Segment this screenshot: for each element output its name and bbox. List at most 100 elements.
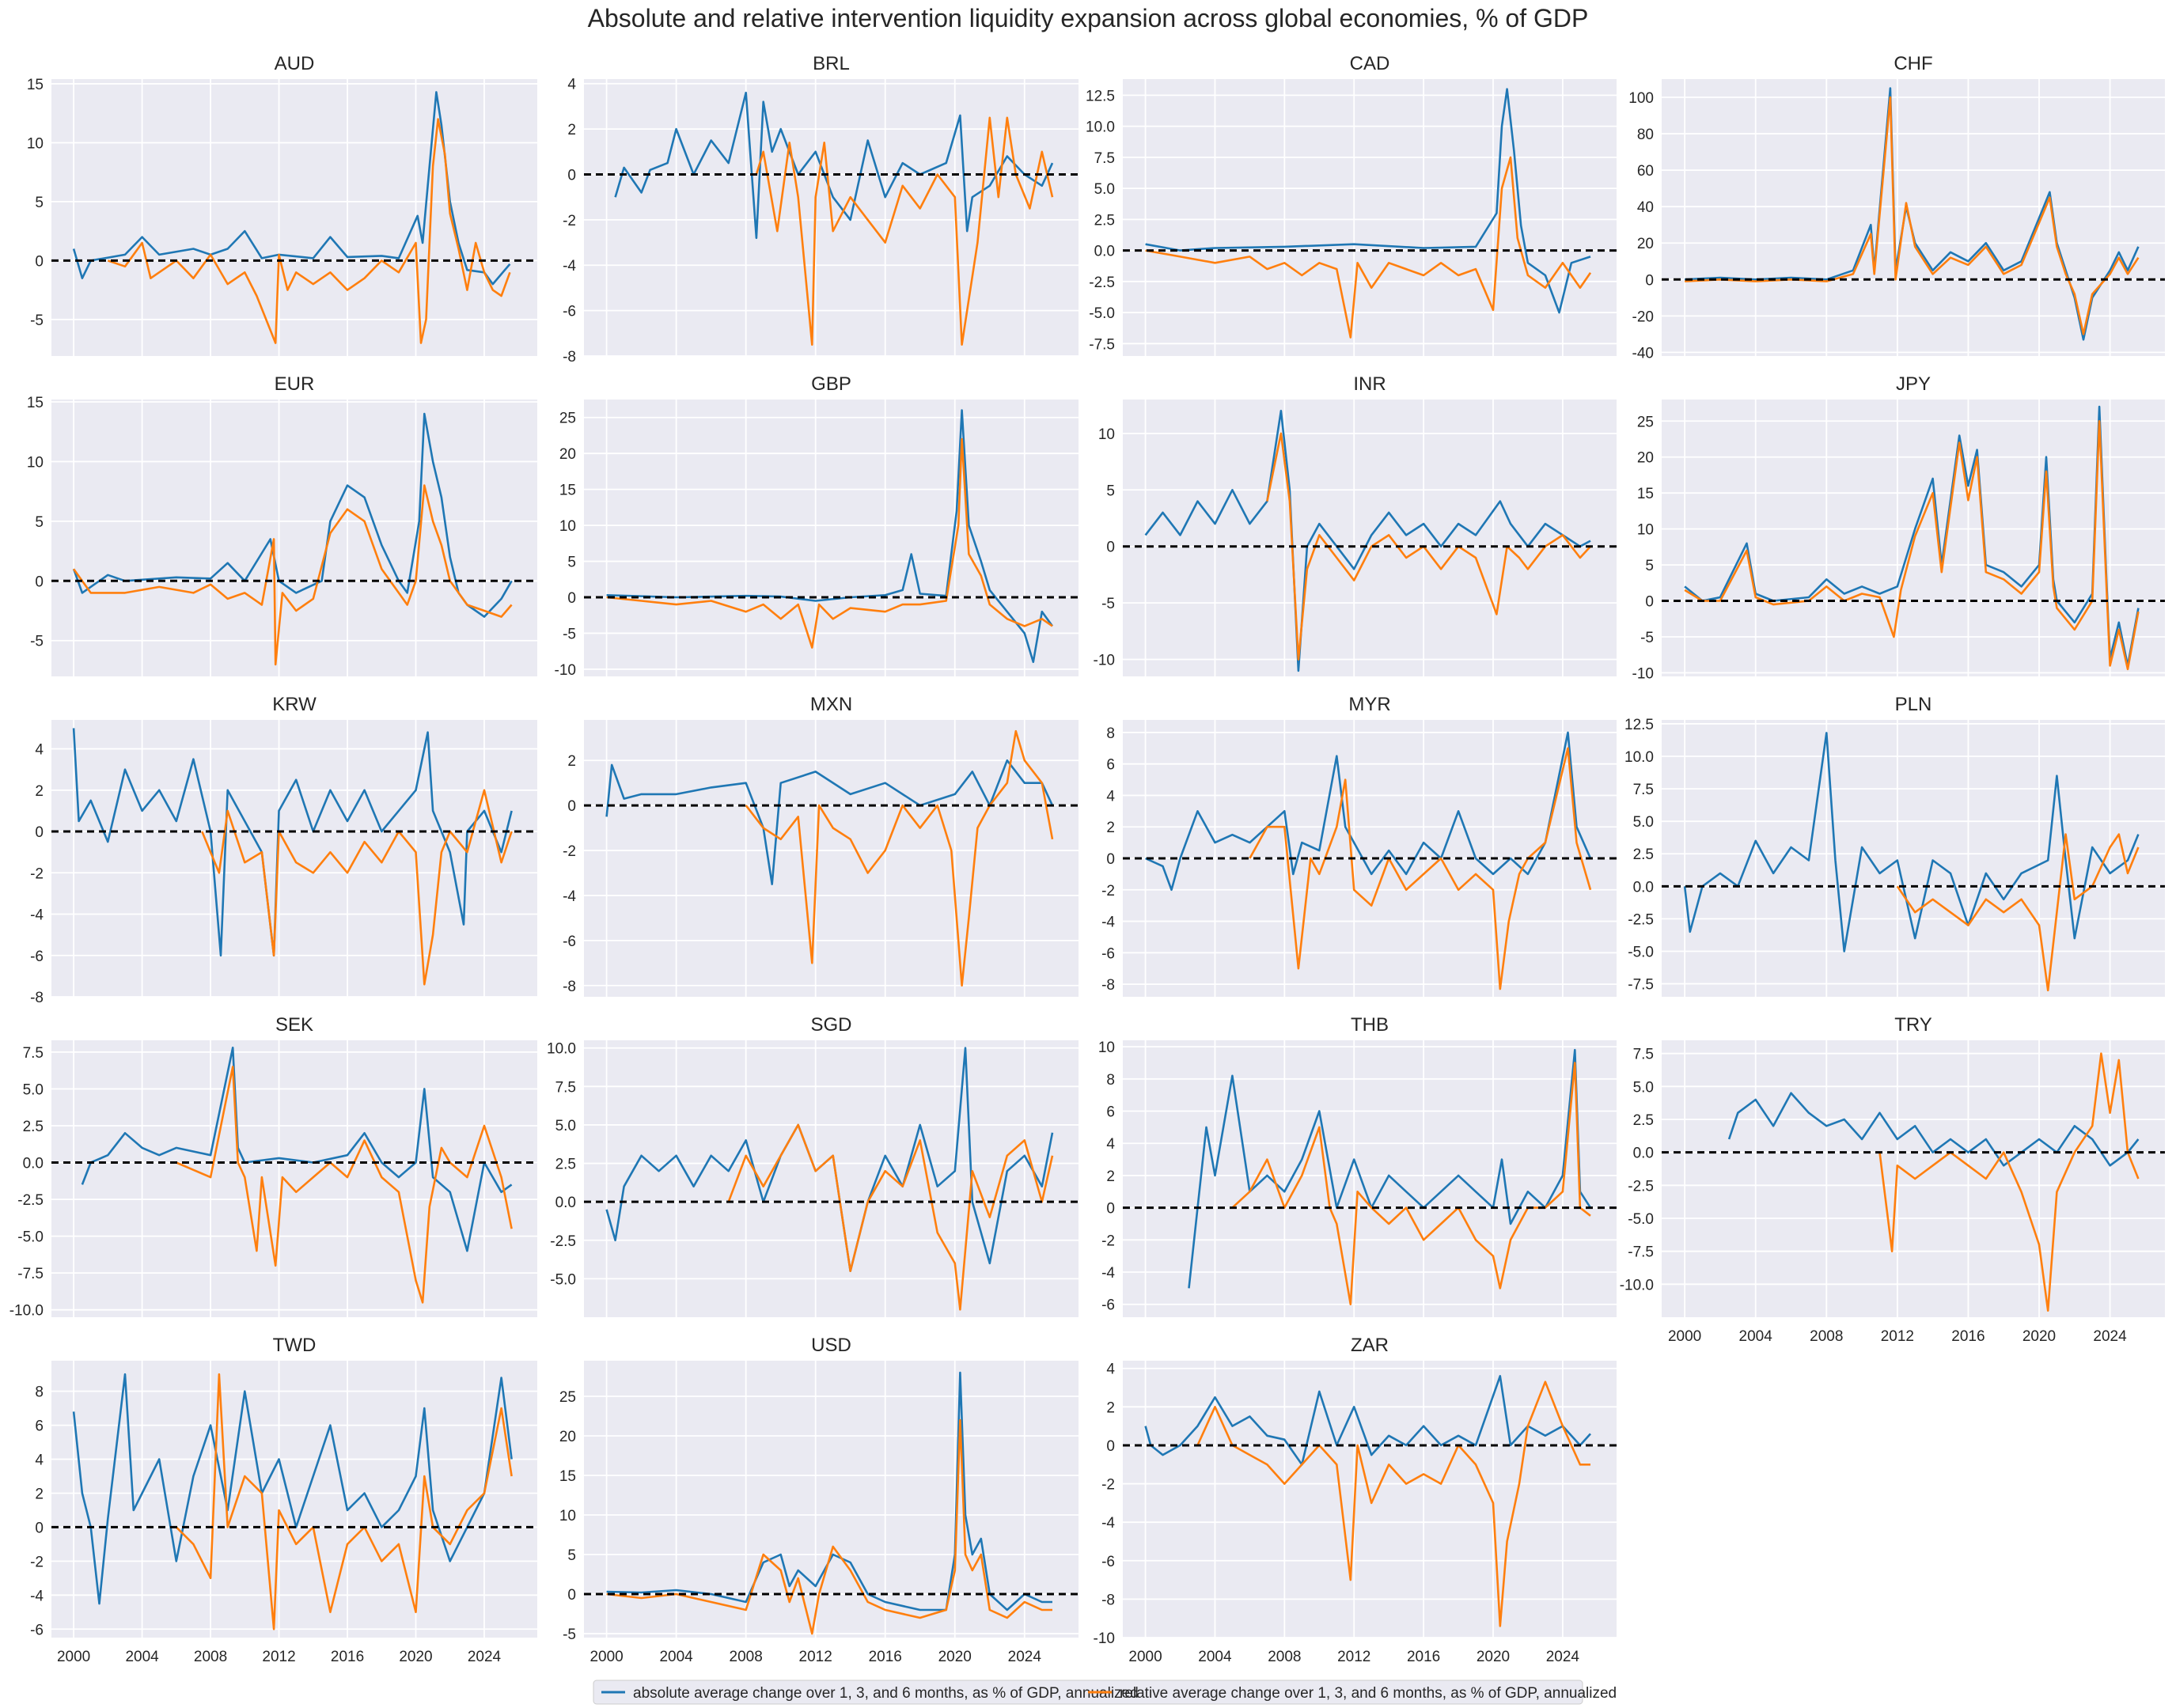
y-tick-label: 0 — [1106, 851, 1115, 868]
y-tick-label: 4 — [35, 1452, 44, 1469]
y-tick-label: -8 — [1101, 977, 1115, 994]
panel-chf: CHF -40 -20 0 20 40 60 80 100 — [1628, 53, 2165, 362]
x-tick-label: 2004 — [1198, 1649, 1232, 1665]
x-tick-label: 2012 — [1337, 1649, 1370, 1665]
y-tick-label: 15 — [27, 77, 44, 93]
panel-title: SGD — [810, 1014, 851, 1036]
series-relative-line — [1896, 833, 2140, 992]
y-tick-label: 10 — [27, 454, 44, 471]
series-relative-line — [1878, 1052, 2140, 1312]
y-tick-label: 0 — [35, 574, 44, 590]
y-tick-label: -5 — [563, 626, 576, 642]
y-tick-label: 8 — [35, 1384, 44, 1401]
y-tick-label: 0 — [567, 798, 576, 815]
y-tick-label: 7.5 — [1633, 782, 1654, 798]
y-tick-label: -6 — [563, 304, 576, 320]
y-tick-label: 2.5 — [1633, 846, 1654, 863]
y-tick-label: -2 — [1101, 1477, 1115, 1494]
y-tick-label: 2 — [1106, 1399, 1115, 1416]
panel-title: THB — [1351, 1014, 1389, 1036]
y-tick-label: 2.5 — [1094, 212, 1115, 229]
series-absolute-line — [606, 1371, 1052, 1611]
x-tick-label: 2004 — [659, 1649, 693, 1665]
y-tick-label: 4 — [567, 77, 576, 93]
series-absolute-line — [72, 728, 513, 957]
panel-gbp: GBP -10 -5 0 5 10 15 20 25 — [555, 373, 1079, 679]
legend-label-absolute: absolute average change over 1, 3, and 6… — [633, 1685, 1139, 1702]
x-tick-label: 2024 — [468, 1649, 502, 1665]
y-tick-label: -7.5 — [1628, 1244, 1654, 1261]
y-tick-label: 0 — [1106, 1201, 1115, 1218]
plot-area — [51, 400, 537, 676]
series-absolute-line — [72, 91, 511, 286]
y-tick-label: 10 — [27, 135, 44, 152]
figure-title: Absolute and relative intervention liqui… — [588, 4, 1589, 32]
y-tick-label: 5 — [35, 195, 44, 211]
y-tick-label: -8 — [1101, 1592, 1115, 1608]
panel-title: MYR — [1348, 694, 1390, 715]
panel-try: TRY 2000 2004 2008 2012 2016 2020 2024 -10.0 -7.5… — [1620, 1014, 2165, 1345]
panel-twd: TWD 2000 2004 2008 2012 2016 2020 2024 -6 -4 -2 0 2 4… — [30, 1335, 537, 1665]
y-tick-label: 2.5 — [555, 1157, 576, 1173]
series-relative-line — [1145, 156, 1592, 339]
series-absolute-line — [1144, 1375, 1591, 1466]
series-absolute-line — [1727, 1092, 2140, 1167]
series-relative-line — [201, 789, 513, 986]
y-tick-label: 12.5 — [1086, 88, 1115, 104]
y-tick-label: 5 — [1645, 558, 1654, 574]
series-relative-line — [107, 118, 511, 344]
y-tick-label: -10 — [1632, 665, 1654, 682]
y-tick-label: 60 — [1637, 163, 1654, 180]
x-tick-label: 2004 — [125, 1649, 159, 1665]
x-tick-label: 2012 — [799, 1649, 832, 1665]
y-tick-label: -10 — [1094, 1630, 1115, 1647]
plot-area — [1123, 79, 1617, 356]
legend: absolute average change over 1, 3, and 6… — [593, 1680, 1617, 1705]
panel-title: ZAR — [1351, 1335, 1389, 1356]
y-tick-label: 0 — [567, 1587, 576, 1604]
x-tick-label: 2012 — [1881, 1328, 1914, 1345]
panel-myr: MYR -8 -6 -4 -2 0 2 4 6 8 — [1101, 694, 1617, 997]
y-tick-label: 8 — [1106, 725, 1115, 742]
panel-title: INR — [1353, 373, 1386, 395]
y-tick-label: -5.0 — [17, 1229, 44, 1246]
series-relative-line — [606, 437, 1053, 649]
panel-title: AUD — [275, 53, 315, 74]
y-tick-label: -5 — [30, 312, 44, 329]
panel-inr: INR -10 -5 0 5 10 — [1094, 373, 1617, 676]
series-absolute-line — [605, 759, 1054, 885]
panel-mxn: MXN -8 -6 -4 -2 0 2 — [563, 694, 1079, 997]
y-tick-label: 20 — [559, 446, 576, 463]
series-absolute-line — [1144, 409, 1591, 672]
panel-title: MXN — [810, 694, 852, 715]
y-tick-label: -10.0 — [9, 1303, 44, 1320]
y-tick-label: 100 — [1628, 90, 1654, 107]
y-tick-label: 25 — [559, 411, 576, 427]
y-tick-label: 5.0 — [1633, 1079, 1654, 1096]
x-tick-label: 2024 — [1546, 1649, 1580, 1665]
x-tick-label: 2000 — [1128, 1649, 1162, 1665]
x-tick-label: 2016 — [869, 1649, 902, 1665]
y-tick-label: 0 — [567, 590, 576, 607]
y-tick-label: 20 — [1637, 450, 1654, 467]
panel-title: KRW — [272, 694, 317, 715]
y-tick-label: -6 — [1101, 945, 1115, 962]
y-tick-label: -6 — [30, 949, 44, 965]
y-tick-label: -5 — [1101, 596, 1115, 612]
y-tick-label: 5 — [1106, 483, 1115, 499]
y-tick-label: 0 — [1645, 272, 1654, 289]
y-tick-label: -4 — [563, 258, 576, 275]
y-tick-label: -5.0 — [1089, 305, 1115, 322]
y-tick-label: 4 — [35, 742, 44, 759]
y-tick-label: 12.5 — [1624, 717, 1654, 733]
y-tick-label: -4 — [30, 907, 44, 924]
y-tick-label: -5 — [563, 1627, 576, 1643]
panel-title: CAD — [1350, 53, 1390, 74]
y-tick-label: -7.5 — [1628, 977, 1654, 994]
panel-title: TWD — [273, 1335, 317, 1356]
x-tick-label: 2000 — [589, 1649, 623, 1665]
panel-title: PLN — [1895, 694, 1932, 715]
y-tick-label: 8 — [1106, 1072, 1115, 1089]
y-tick-label: -5 — [30, 634, 44, 650]
y-tick-label: 0 — [1645, 594, 1654, 611]
